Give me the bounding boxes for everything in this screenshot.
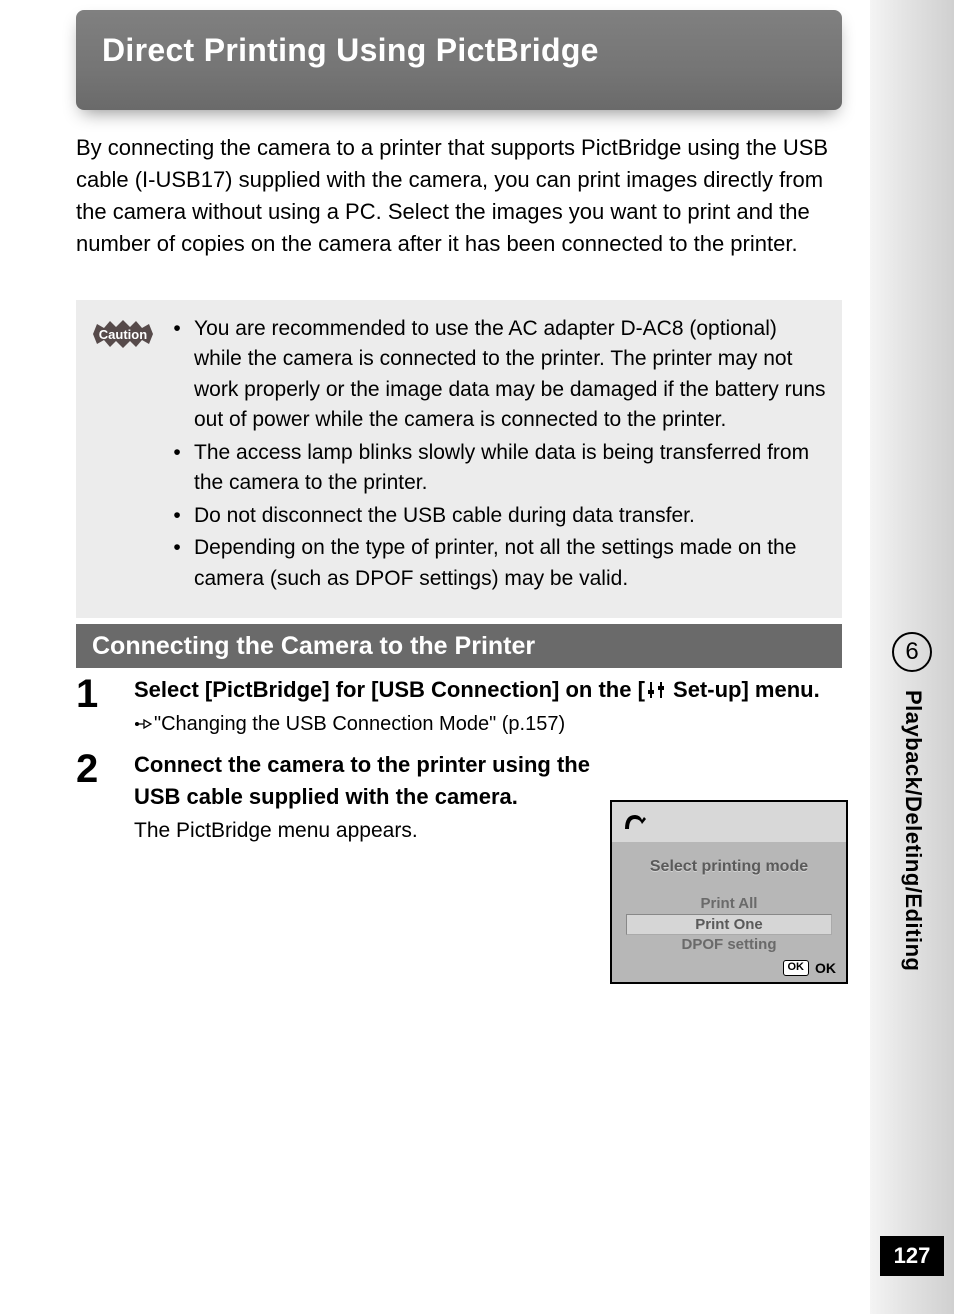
lcd-option: Print All [612,894,846,914]
ok-label: OK [815,960,836,976]
chapter-number-badge: 6 [892,632,932,672]
page-number: 127 [894,1243,931,1269]
caution-list: •You are recommended to use the AC adapt… [170,314,826,596]
section-heading-text: Connecting the Camera to the Printer [92,632,535,661]
caution-icon: Caution [88,316,158,352]
chapter-number: 6 [905,638,918,666]
bullet-icon: • [170,438,184,499]
caution-item: •Depending on the type of printer, not a… [170,533,826,594]
lcd-status-bar [612,802,846,842]
setup-tools-icon [646,677,666,709]
step-title-text: Set-up] menu. [667,677,820,702]
caution-text: Depending on the type of printer, not al… [194,533,826,594]
caution-item: •The access lamp blinks slowly while dat… [170,438,826,499]
caution-block: Caution •You are recommended to use the … [76,300,842,618]
page-title-banner: Direct Printing Using PictBridge [76,10,842,110]
step-number: 2 [76,749,116,843]
lcd-menu: Print All Print One DPOF setting [612,894,846,955]
page-number-box: 127 [880,1236,944,1276]
pictbridge-icon [622,811,648,833]
caution-text: The access lamp blinks slowly while data… [194,438,826,499]
bullet-icon: • [170,533,184,594]
intro-paragraph: By connecting the camera to a printer th… [76,132,842,260]
lcd-option: DPOF setting [612,935,846,955]
step-title-text: Select [PictBridge] for [USB Connection]… [134,677,645,702]
bullet-icon: • [170,314,184,436]
step-title: Connect the camera to the printer using … [134,749,594,813]
bullet-icon: • [170,501,184,531]
caution-item: • Do not disconnect the USB cable during … [170,501,826,531]
step-reference: "Changing the USB Connection Mode" (p.15… [134,713,842,737]
lcd-ok-row: OK OK [783,960,837,976]
lcd-screen: Select printing mode Print All Print One… [610,800,848,984]
page-title: Direct Printing Using PictBridge [76,10,842,69]
pointer-icon [134,714,152,737]
step-item: 1 Select [PictBridge] for [USB Connectio… [76,674,842,737]
step-title: Select [PictBridge] for [USB Connection]… [134,674,842,709]
caution-item: •You are recommended to use the AC adapt… [170,314,826,436]
step-subtext: The PictBridge menu appears. [134,819,594,843]
ok-button-icon: OK [783,960,810,975]
side-tab: 6 Playback/Deleting/Editing 127 [870,0,954,1314]
lcd-heading: Select printing mode [612,858,846,876]
caution-text: Do not disconnect the USB cable during d… [194,501,695,531]
lcd-option-selected: Print One [626,914,832,936]
step-number: 1 [76,674,116,737]
step-reference-text: "Changing the USB Connection Mode" (p.15… [154,713,565,735]
chapter-label: Playback/Deleting/Editing [900,690,926,971]
caution-text: You are recommended to use the AC adapte… [194,314,826,436]
section-heading: Connecting the Camera to the Printer [76,624,842,668]
caution-label: Caution [99,327,147,342]
